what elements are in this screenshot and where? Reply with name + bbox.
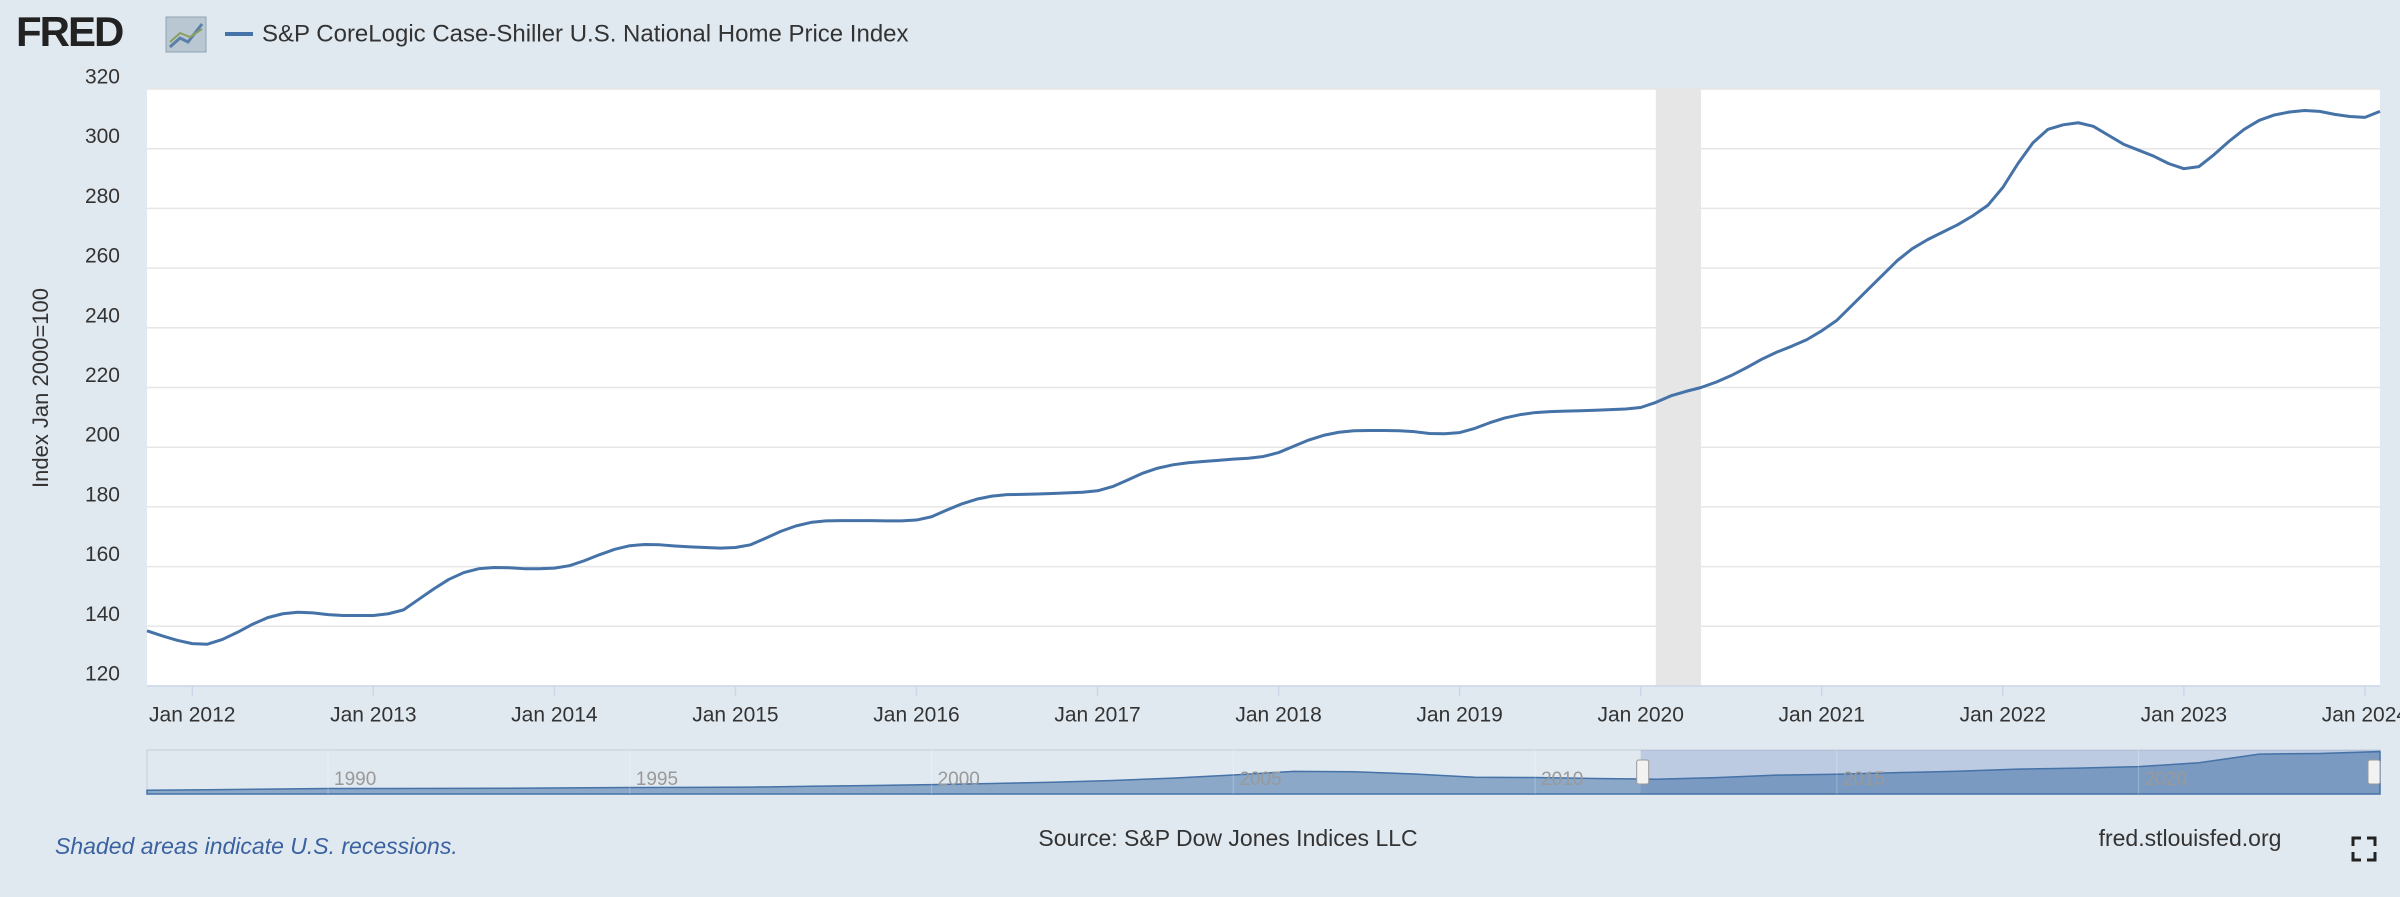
x-tick-label: Jan 2022 <box>1960 704 2046 727</box>
x-tick-label: Jan 2018 <box>1235 704 1321 727</box>
logo-icon <box>165 16 207 53</box>
y-axis-label: Index Jan 2000=100 <box>28 288 53 488</box>
x-tick-label: Jan 2023 <box>2141 704 2227 727</box>
y-tick-label: 300 <box>85 125 120 148</box>
navigator-tick-label: 2005 <box>1239 769 1281 790</box>
navigator-tick-label: 2015 <box>1843 769 1885 790</box>
y-tick-label: 260 <box>85 245 120 268</box>
navigator-tick-label: 2020 <box>2145 769 2187 790</box>
x-tick-label: Jan 2015 <box>692 704 778 727</box>
y-tick-label: 160 <box>85 543 120 566</box>
recession-note[interactable]: Shaded areas indicate U.S. recessions. <box>55 833 458 859</box>
x-tick-label: Jan 2020 <box>1597 704 1683 727</box>
y-tick-label: 180 <box>85 483 120 506</box>
navigator-handle[interactable] <box>2367 759 2381 785</box>
fullscreen-icon[interactable] <box>2351 836 2377 862</box>
navigator-tick-label: 1995 <box>636 769 678 790</box>
navigator-tick-label: 2010 <box>1541 769 1583 790</box>
navigator-handle[interactable] <box>1636 759 1650 785</box>
y-tick-label: 240 <box>85 304 120 327</box>
site-link[interactable]: fred.stlouisfed.org <box>2099 825 2282 851</box>
series-line <box>146 108 2381 646</box>
navigator-tick-label: 2000 <box>938 769 980 790</box>
x-tick-label: Jan 2016 <box>873 704 959 727</box>
x-tick-label: Jan 2024 <box>2322 704 2400 727</box>
navigator-area <box>146 750 2381 795</box>
y-tick-label: 320 <box>85 66 120 89</box>
y-tick-label: 120 <box>85 663 120 686</box>
y-tick-label: 140 <box>85 603 120 626</box>
legend-label: S&P CoreLogic Case-Shiller U.S. National… <box>262 20 909 47</box>
x-tick-label: Jan 2017 <box>1054 704 1140 727</box>
logo[interactable]: FRED <box>16 8 125 55</box>
x-tick-label: Jan 2019 <box>1416 704 1502 727</box>
x-tick-label: Jan 2014 <box>511 704 598 727</box>
source: Source: S&P Dow Jones Indices LLC <box>1038 825 1417 851</box>
x-tick-label: Jan 2013 <box>330 704 416 727</box>
y-tick-label: 280 <box>85 185 120 208</box>
x-tick-label: Jan 2012 <box>149 704 235 727</box>
x-tick-label: Jan 2021 <box>1779 704 1865 727</box>
y-tick-label: 200 <box>85 424 120 447</box>
navigator-tick-label: 1990 <box>334 769 376 790</box>
y-tick-label: 220 <box>85 364 120 387</box>
